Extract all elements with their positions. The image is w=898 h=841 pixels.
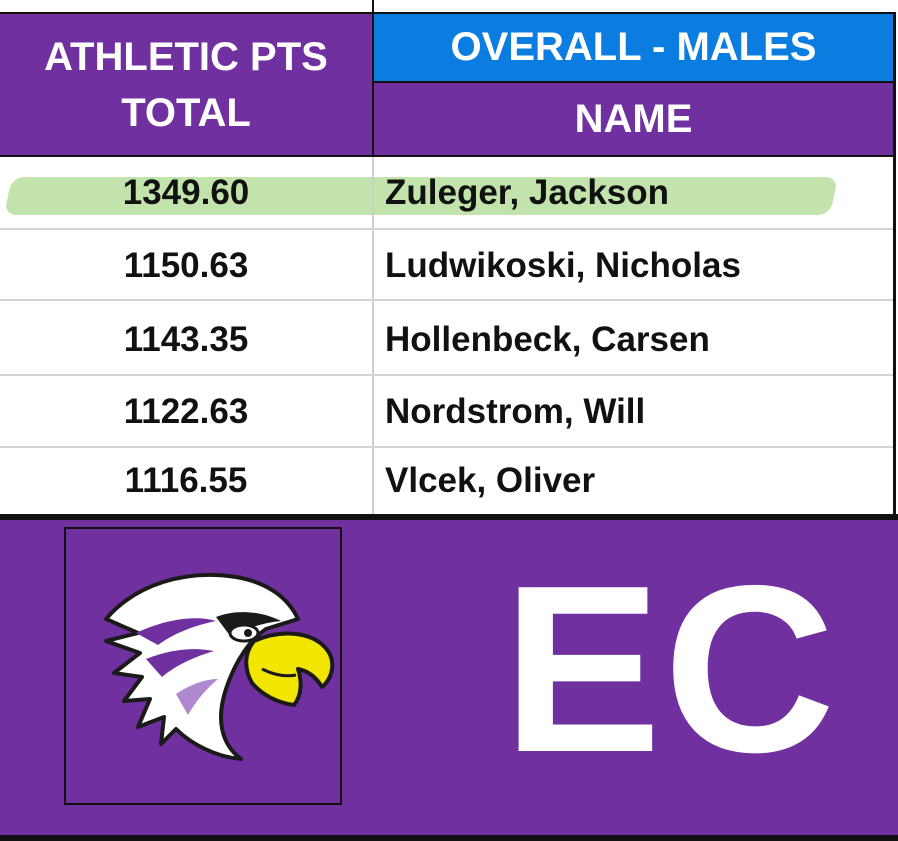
points-header-line2: TOTAL (121, 91, 251, 135)
table-row: 1349.60 Zuleger, Jackson (0, 157, 893, 229)
category-header: OVERALL - MALES (374, 12, 896, 83)
eagle-head-icon (104, 572, 335, 761)
banner-bottom-border (0, 835, 898, 841)
name-cell: Ludwikoski, Nicholas (385, 246, 741, 285)
column-divider-top (372, 0, 374, 12)
name-cell: Vlcek, Oliver (385, 461, 596, 500)
table-right-border (893, 157, 896, 517)
header-divider (0, 155, 896, 157)
school-initials: EC (502, 537, 838, 802)
name-column-header: NAME (374, 83, 896, 156)
name-cell: Zuleger, Jackson (385, 173, 670, 212)
top-strip (0, 0, 898, 12)
banner-top-border (0, 514, 898, 520)
points-cell: 1349.60 (122, 173, 250, 212)
points-header-line1: ATHLETIC PTS (44, 35, 328, 79)
points-cell: 1122.63 (123, 392, 249, 431)
column-divider (372, 157, 374, 517)
row-divider (0, 299, 893, 301)
table-row: 1150.63 Ludwikoski, Nicholas (0, 230, 893, 302)
table-row: 1122.63 Nordstrom, Will (0, 376, 893, 448)
row-divider (0, 374, 893, 376)
table-row: 1116.55 Vlcek, Oliver (0, 447, 893, 515)
points-cell: 1143.35 (123, 320, 249, 359)
row-divider (0, 228, 893, 230)
points-cell: 1150.63 (123, 246, 249, 285)
table-row: 1143.35 Hollenbeck, Carsen (0, 304, 893, 376)
points-cell: 1116.55 (124, 461, 248, 500)
name-cell: Hollenbeck, Carsen (385, 320, 710, 359)
name-cell: Nordstrom, Will (385, 392, 646, 431)
logo-box (64, 527, 342, 805)
row-divider (0, 446, 893, 448)
points-column-header: ATHLETIC PTS TOTAL (0, 12, 374, 156)
